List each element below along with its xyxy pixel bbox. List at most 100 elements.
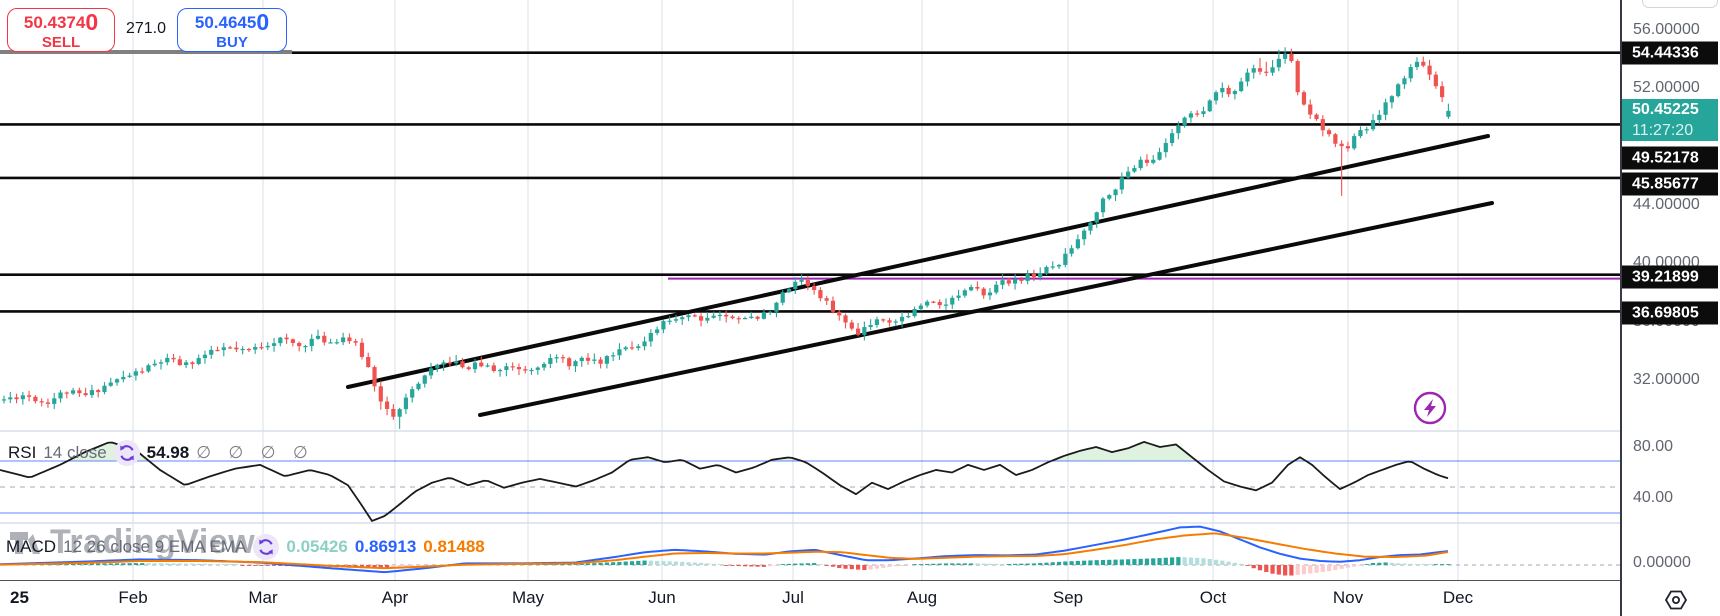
candle-body bbox=[755, 316, 760, 319]
macd-histogram-bar bbox=[1163, 557, 1168, 565]
candle-body bbox=[548, 357, 553, 364]
candle-body bbox=[1107, 195, 1112, 199]
macd-histogram-bar bbox=[1226, 561, 1231, 565]
candle-body bbox=[265, 345, 270, 348]
macd-histogram-bar bbox=[1345, 565, 1351, 568]
macd-histogram-bar bbox=[184, 563, 189, 565]
candle-body bbox=[837, 311, 842, 316]
sell-label: SELL bbox=[41, 33, 81, 51]
candle-body bbox=[70, 390, 76, 394]
macd-histogram-bar bbox=[1044, 562, 1049, 565]
macd-histogram-bar bbox=[1440, 564, 1445, 565]
macd-histogram-bar bbox=[114, 563, 120, 565]
macd-histogram-bar bbox=[102, 563, 107, 565]
candle-body bbox=[554, 357, 559, 359]
macd-histogram-bar bbox=[1107, 559, 1112, 565]
candle-body bbox=[1100, 198, 1106, 213]
candle-body bbox=[981, 288, 986, 296]
price-tick: 32.00000 bbox=[1633, 370, 1700, 388]
macd-tick: 0.00000 bbox=[1633, 554, 1691, 571]
macd-histogram-bar bbox=[1126, 559, 1131, 565]
buy-button[interactable]: 50.46450 BUY bbox=[177, 8, 287, 52]
macd-histogram-bar bbox=[780, 564, 785, 565]
time-axis-month-label: Oct bbox=[1199, 588, 1227, 607]
macd-histogram-bar bbox=[724, 565, 729, 566]
macd-histogram-bar bbox=[1038, 563, 1043, 565]
candle-body bbox=[33, 396, 38, 402]
macd-histogram-bar bbox=[629, 561, 635, 565]
macd-histogram-bar bbox=[271, 565, 277, 566]
candle-body bbox=[661, 321, 666, 330]
candle-body bbox=[724, 314, 729, 317]
candle-body bbox=[454, 361, 459, 364]
candle-body bbox=[1440, 86, 1445, 98]
buy-price-big-digit: 0 bbox=[256, 8, 270, 35]
candle-body bbox=[1358, 130, 1363, 137]
macd-histogram-bar bbox=[799, 563, 804, 565]
candle-body bbox=[943, 304, 949, 306]
time-axis[interactable]: 25 Feb Mar Apr May Jun Jul Aug Sep Oct Nov Dec bbox=[0, 581, 1720, 616]
macd-refresh-icon[interactable] bbox=[253, 534, 280, 560]
candle-body bbox=[535, 367, 540, 370]
rsi-name: RSI bbox=[8, 443, 37, 462]
macd-legend[interactable]: MACD 12 26 close 9 EMA EMA 0.05426 0.869… bbox=[6, 534, 485, 560]
candle-body bbox=[146, 365, 151, 372]
trendline[interactable] bbox=[346, 134, 1490, 389]
macd-histogram-bar bbox=[121, 563, 126, 565]
macd-histogram-bar bbox=[1370, 563, 1376, 565]
trendline[interactable] bbox=[478, 201, 1494, 417]
macd-histogram-bar bbox=[711, 563, 716, 565]
macd-histogram-bar bbox=[673, 561, 679, 565]
sell-button[interactable]: 50.43740 SELL bbox=[7, 8, 115, 52]
macd-hist-value: 0.05426 bbox=[286, 537, 348, 556]
candle-body bbox=[1195, 113, 1200, 115]
candle-body bbox=[290, 339, 295, 343]
candle-body bbox=[1389, 96, 1394, 103]
candle-body bbox=[1414, 61, 1420, 68]
candle-body bbox=[96, 390, 101, 393]
candle-body bbox=[1207, 100, 1212, 112]
candle-body bbox=[1063, 253, 1068, 265]
macd-histogram-bar bbox=[950, 563, 955, 565]
candle-body bbox=[899, 316, 905, 322]
candle-body bbox=[1119, 177, 1124, 190]
rsi-refresh-icon[interactable] bbox=[113, 440, 140, 466]
candle-body bbox=[1088, 222, 1093, 231]
candle-body bbox=[818, 290, 823, 299]
rsi-legend[interactable]: RSI 14 close 54.98 ∅ ∅ ∅ ∅ bbox=[8, 440, 314, 466]
macd-histogram-bar bbox=[761, 565, 766, 567]
candle-body bbox=[994, 284, 999, 293]
macd-histogram-bar bbox=[1075, 560, 1080, 565]
candle-body bbox=[1396, 84, 1401, 97]
candle-body bbox=[1245, 72, 1250, 82]
macd-histogram-bar bbox=[177, 563, 182, 565]
macd-histogram-bar bbox=[918, 564, 923, 565]
candle-body bbox=[849, 322, 854, 329]
price-axis[interactable]: 50.45225 11:27:20 56.00000 52.00000 44.000… bbox=[1620, 0, 1720, 616]
macd-histogram-bar bbox=[221, 564, 226, 565]
candle-body bbox=[1383, 102, 1388, 115]
candle-body bbox=[623, 347, 628, 350]
price-scale-settings-icon[interactable] bbox=[1654, 586, 1694, 614]
candle-body bbox=[1025, 274, 1030, 281]
candle-body bbox=[1352, 136, 1357, 149]
time-axis-month-label: Nov bbox=[1332, 588, 1364, 607]
candle-body bbox=[711, 315, 716, 318]
macd-histogram-bar bbox=[598, 562, 603, 565]
candle-body bbox=[1314, 114, 1319, 120]
candle-body bbox=[692, 315, 697, 317]
macd-histogram-bar bbox=[611, 562, 616, 565]
candle-body bbox=[45, 402, 51, 404]
candle-body bbox=[297, 342, 302, 347]
candle-body bbox=[950, 297, 955, 305]
candle-body bbox=[347, 337, 352, 342]
candle-body bbox=[1408, 67, 1413, 79]
rsi-value: 54.98 bbox=[146, 443, 190, 462]
macd-histogram-bar bbox=[1050, 562, 1055, 565]
macd-histogram-bar bbox=[617, 561, 622, 565]
candle-body bbox=[893, 321, 898, 323]
candle-body bbox=[962, 290, 967, 296]
macd-histogram-bar bbox=[1414, 564, 1420, 565]
candle-body bbox=[931, 301, 936, 303]
